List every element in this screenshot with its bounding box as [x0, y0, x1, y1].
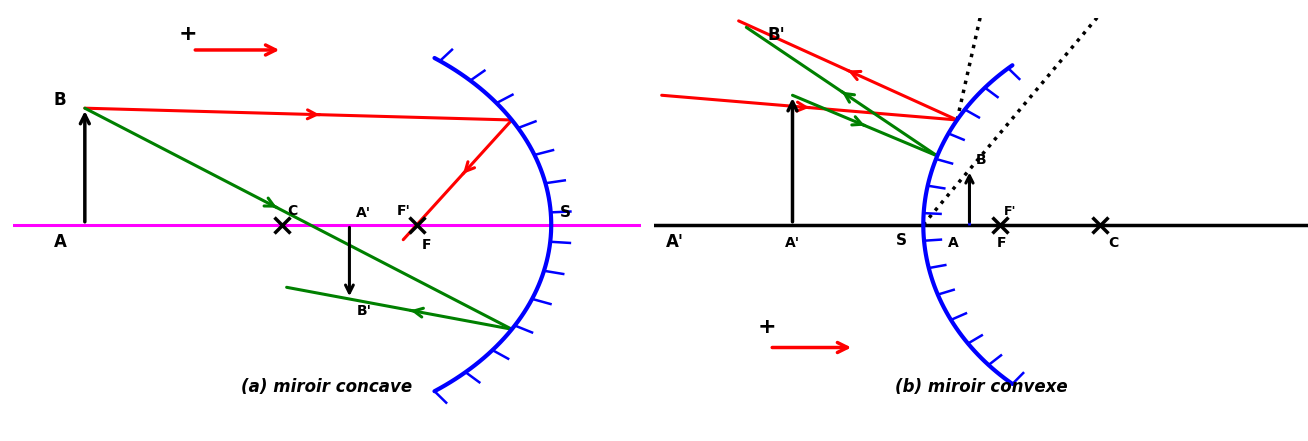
Text: C: C: [288, 204, 298, 218]
Text: F': F': [1005, 205, 1016, 218]
Text: (a) miroir concave: (a) miroir concave: [242, 378, 412, 396]
Text: (b) miroir convexe: (b) miroir convexe: [895, 378, 1067, 396]
Text: +: +: [179, 24, 198, 44]
Text: A': A': [666, 233, 684, 251]
Text: A': A': [356, 206, 371, 220]
Text: B: B: [54, 91, 67, 109]
Text: F': F': [396, 204, 411, 218]
Text: A': A': [785, 236, 800, 250]
Text: F: F: [422, 238, 432, 252]
Text: S: S: [896, 233, 908, 248]
Text: +: +: [757, 317, 777, 337]
Text: B': B': [768, 26, 786, 44]
Text: S: S: [560, 205, 572, 220]
Text: F: F: [997, 236, 1006, 250]
Text: B': B': [357, 304, 371, 318]
Text: A: A: [948, 236, 959, 250]
Text: A: A: [54, 233, 67, 251]
Text: B: B: [976, 153, 986, 168]
Text: C: C: [1108, 236, 1118, 250]
